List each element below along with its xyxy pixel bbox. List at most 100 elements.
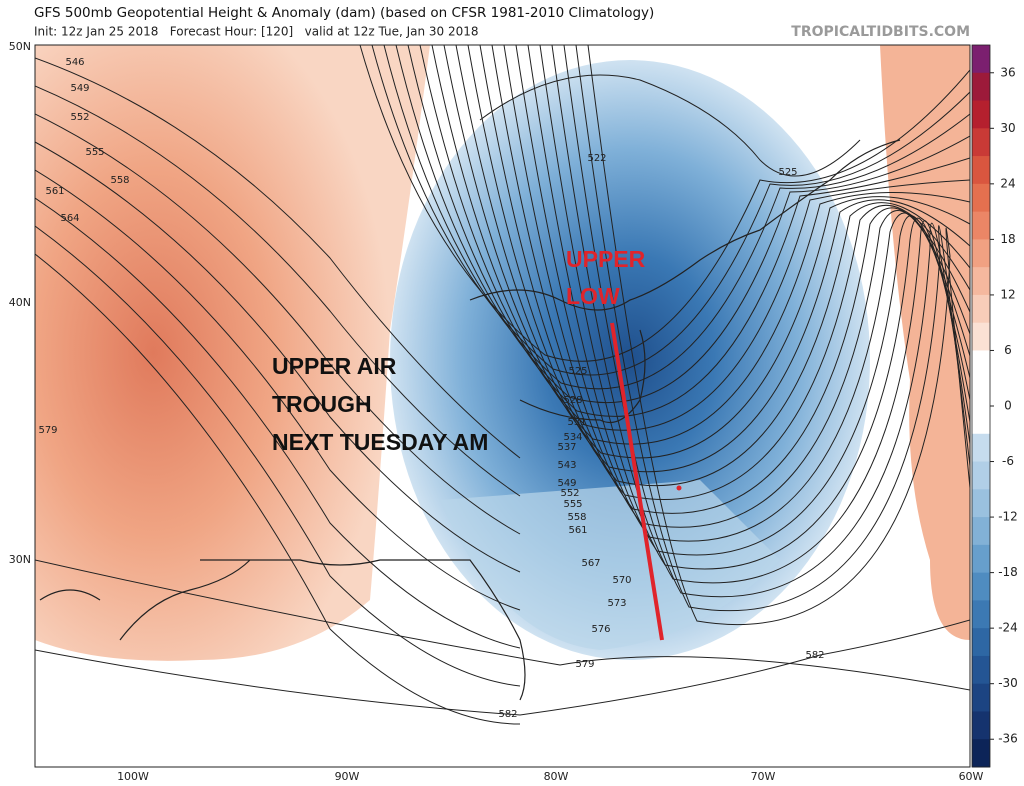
trough-annotation: NEXT TUESDAY AM xyxy=(272,429,488,455)
colorbar-segment xyxy=(972,378,990,407)
trough-annotation: TROUGH xyxy=(272,391,372,417)
contour-line xyxy=(407,45,970,417)
contour-line xyxy=(35,225,521,687)
contour-label: 567 xyxy=(581,558,600,569)
colorbar-tick-label: 18 xyxy=(1000,232,1015,246)
contour-line xyxy=(575,45,970,612)
map-frame xyxy=(34,44,971,768)
lon-label: 70W xyxy=(751,770,776,783)
contour-label: 525 xyxy=(778,167,797,178)
colorbar-segment xyxy=(972,72,990,102)
colorbar-segment xyxy=(972,239,990,268)
source-label: TROPICALTIDBITS.COM xyxy=(791,24,970,40)
contour-label: 555 xyxy=(85,147,104,158)
colorbar-tick-label: 30 xyxy=(1000,121,1015,135)
contour-label: 543 xyxy=(557,460,576,471)
colorbar-tick-label: 12 xyxy=(1000,287,1015,301)
lon-label: 60W xyxy=(959,770,984,783)
colorbar-tick-label: -6 xyxy=(1002,454,1014,468)
colorbar: 36 30 24 18 12 6 0 -6 -12 -18 -24 -30 -36 xyxy=(971,44,1018,768)
contour-label: 549 xyxy=(557,478,576,489)
contour-label: 546 xyxy=(65,57,84,68)
colorbar-tick-label: -24 xyxy=(998,621,1018,635)
contour-line xyxy=(587,45,970,626)
colorbar-tick-label: 6 xyxy=(1004,343,1012,357)
colorbar-segment xyxy=(972,683,990,712)
contour-line xyxy=(35,619,970,716)
contour-line xyxy=(35,197,521,649)
contour-line xyxy=(35,113,521,535)
colorbar-tick-label: -30 xyxy=(998,676,1018,690)
contour-label: 564 xyxy=(60,213,79,224)
lat-label: 30N xyxy=(9,553,31,566)
contour-label: 558 xyxy=(110,175,129,186)
colorbar-segment xyxy=(972,128,990,157)
contour-line xyxy=(35,85,521,497)
colorbar-segment xyxy=(972,600,990,629)
colorbar-segment xyxy=(972,100,990,129)
colorbar-segment xyxy=(972,544,990,574)
colorbar-segment xyxy=(972,461,990,490)
coastline xyxy=(39,559,526,701)
colorbar-tick-label: 0 xyxy=(1004,399,1012,413)
colorbar-segment xyxy=(972,739,990,768)
lon-label: 90W xyxy=(335,770,360,783)
colorbar-segment xyxy=(972,655,990,685)
low-annotation: LOW xyxy=(566,283,620,309)
contour-line xyxy=(35,57,521,459)
contour-line xyxy=(479,74,861,177)
positive-anomaly xyxy=(880,45,970,640)
contour-label: 549 xyxy=(70,83,89,94)
contour-line xyxy=(35,169,521,611)
contour-label: 561 xyxy=(45,186,64,197)
contour-line xyxy=(35,141,521,573)
contour-label: 552 xyxy=(70,112,89,123)
map-subtitle: Init: 12z Jan 25 2018 Forecast Hour: [12… xyxy=(34,25,479,39)
colorbar-segment xyxy=(972,517,990,546)
colorbar-tick-label: -36 xyxy=(998,732,1018,746)
contour-label: 537 xyxy=(557,442,576,453)
colorbar-segment xyxy=(972,711,990,740)
lat-label: 50N xyxy=(9,40,31,53)
contour-line xyxy=(563,45,970,598)
positive-anomaly xyxy=(35,45,430,661)
lon-label: 80W xyxy=(544,770,569,783)
colorbar-segment xyxy=(972,572,990,601)
map-area xyxy=(35,45,970,767)
colorbar-segment xyxy=(972,183,990,213)
colorbar-segment xyxy=(972,45,990,74)
contour-label: 531 xyxy=(567,417,586,428)
colorbar-tick-label: 24 xyxy=(1000,176,1015,190)
contour-label: 558 xyxy=(567,512,586,523)
contour-label: 579 xyxy=(38,425,57,436)
contour-label: 576 xyxy=(591,624,610,635)
contour-label: 582 xyxy=(498,709,517,720)
low-annotation: UPPER xyxy=(566,246,646,272)
contour-label: 561 xyxy=(568,525,587,536)
coastline xyxy=(469,139,901,424)
contour-line xyxy=(503,45,970,528)
contour-label: 579 xyxy=(575,659,594,670)
contour-line xyxy=(479,45,970,500)
map-title: GFS 500mb Geopotential Height & Anomaly … xyxy=(34,5,654,21)
marker-dot xyxy=(676,485,682,491)
colorbar-tick-label: -18 xyxy=(998,565,1018,579)
contour-line xyxy=(395,45,970,404)
lat-label: 40N xyxy=(9,296,31,309)
contour-line xyxy=(383,45,970,390)
colorbar-segment xyxy=(972,322,990,351)
contour-label: 522 xyxy=(587,153,606,164)
contour-line xyxy=(527,45,970,556)
contour-line xyxy=(371,45,970,376)
contour-label: 525 xyxy=(568,366,587,377)
colorbar-segment xyxy=(972,433,990,463)
contour-line xyxy=(431,45,970,445)
contour-label: 573 xyxy=(607,598,626,609)
colorbar-segment xyxy=(972,489,990,518)
contour-label: 528 xyxy=(563,395,582,406)
colorbar-segment xyxy=(972,211,990,240)
colorbar-segment xyxy=(972,267,990,296)
contour-line xyxy=(467,45,970,486)
contour-line xyxy=(443,45,970,459)
